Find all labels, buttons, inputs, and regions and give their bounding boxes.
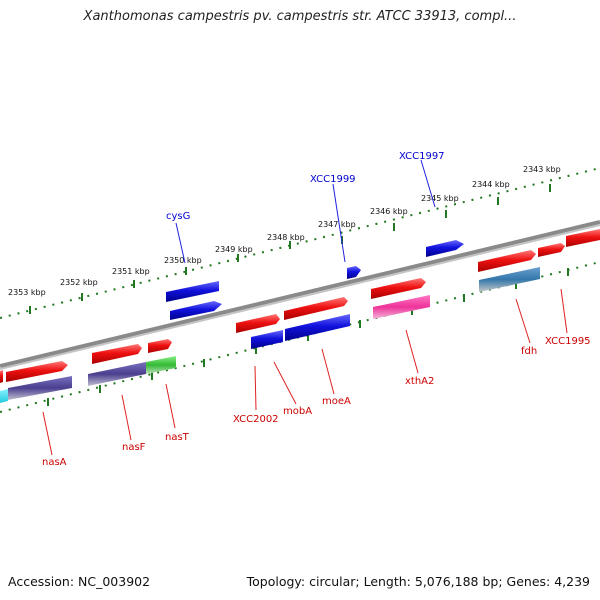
- accession-text: Accession: NC_003902: [8, 574, 151, 589]
- gene-label-mobA[interactable]: mobA: [283, 406, 312, 417]
- kbp-label: 2344 kbp: [472, 180, 510, 189]
- gene-nasA-red[interactable]: [6, 361, 68, 382]
- gene-xthA2-red[interactable]: [371, 278, 426, 299]
- gene-label-XCC2002[interactable]: XCC2002: [233, 414, 279, 425]
- kbp-label: 2351 kbp: [112, 267, 150, 276]
- genome-summary-text: Topology: circular; Length: 5,076,188 bp…: [246, 574, 590, 589]
- gene-fdh-red[interactable]: [478, 250, 536, 272]
- gene-nasF-red[interactable]: [92, 344, 142, 364]
- kbp-label: 2343 kbp: [523, 165, 561, 174]
- kbp-label: 2350 kbp: [164, 256, 202, 265]
- gene-XCC1999[interactable]: [347, 266, 361, 279]
- leader-lines-top: [175, 159, 436, 264]
- gene-nasA[interactable]: [8, 376, 72, 400]
- gene-fdh[interactable]: [479, 267, 540, 292]
- kbp-label: 2347 kbp: [318, 220, 356, 229]
- map-title: Xanthomonas campestris pv. campestris st…: [83, 9, 517, 24]
- gene-nasT[interactable]: [146, 356, 176, 374]
- gene-mobA-moeA[interactable]: [285, 314, 350, 341]
- gene-XCC1995-red-a[interactable]: [538, 243, 565, 257]
- kbp-label: 2345 kbp: [421, 194, 459, 203]
- top-strand-genes: [166, 240, 464, 320]
- genome-backbone: [0, 220, 600, 368]
- kbp-label: 2349 kbp: [215, 245, 253, 254]
- gene-nasF[interactable]: [88, 362, 146, 386]
- top-gene-labels: cysG XCC1999 XCC1997: [166, 151, 445, 222]
- ruler-labels: 2353 kbp 2352 kbp 2351 kbp 2350 kbp 2349…: [8, 165, 561, 297]
- gene-XCC1995-red-b[interactable]: [566, 229, 600, 247]
- gene-label-nasT[interactable]: nasT: [165, 432, 190, 443]
- gene-label-XCC1997[interactable]: XCC1997: [399, 151, 445, 162]
- gene-XCC2002-red[interactable]: [236, 314, 280, 333]
- gene-label-nasA[interactable]: nasA: [42, 457, 67, 468]
- gene-cysG-a[interactable]: [166, 281, 219, 302]
- kbp-label: 2353 kbp: [8, 288, 46, 297]
- gene-label-XCC1999[interactable]: XCC1999: [310, 174, 356, 185]
- gene-nasT-red[interactable]: [148, 339, 172, 353]
- gene-label-XCC1995[interactable]: XCC1995: [545, 336, 591, 347]
- gene-label-nasF[interactable]: nasF: [122, 442, 146, 453]
- gene-XCC1997[interactable]: [426, 240, 464, 257]
- gene-label-cysG[interactable]: cysG: [166, 211, 190, 222]
- gene-XCC2002[interactable]: [251, 330, 283, 349]
- bottom-strand-genes: [0, 229, 600, 403]
- genome-backbone-shadow: [0, 224, 600, 370]
- gene-label-moeA[interactable]: moeA: [322, 396, 351, 407]
- kbp-label: 2352 kbp: [60, 278, 98, 287]
- gene-cyan-edge[interactable]: [0, 389, 8, 403]
- gene-label-fdh[interactable]: fdh: [521, 346, 537, 357]
- gene-moeA-red[interactable]: [284, 297, 348, 320]
- kbp-label: 2346 kbp: [370, 207, 408, 216]
- gene-cysG-b[interactable]: [170, 301, 222, 320]
- gene-left-edge[interactable]: [0, 370, 3, 383]
- kbp-label: 2348 kbp: [267, 233, 305, 242]
- bottom-gene-labels: nasA nasF nasT XCC2002 mobA moeA xthA2 f…: [42, 336, 591, 468]
- gene-xthA2[interactable]: [373, 295, 430, 319]
- leader-lines-bottom: [42, 288, 568, 456]
- gene-label-xthA2[interactable]: xthA2: [405, 376, 434, 387]
